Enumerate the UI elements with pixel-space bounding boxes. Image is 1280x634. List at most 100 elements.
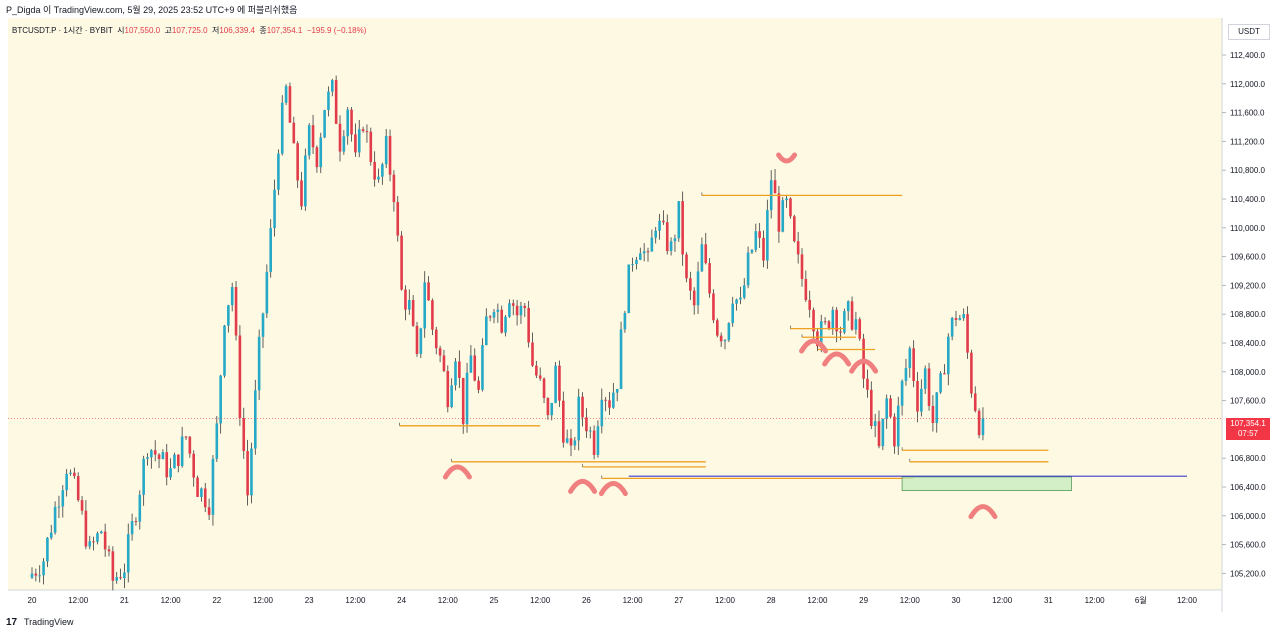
candle-body: [881, 418, 885, 447]
candle-body: [346, 109, 349, 137]
candle-body: [827, 321, 831, 329]
candle-body: [719, 335, 723, 342]
candle-body: [604, 399, 607, 401]
time-tick-label: 12:00: [161, 596, 182, 605]
low-value: 106,339.4: [219, 26, 255, 35]
price-tick-label: 106,000.0: [1230, 512, 1266, 521]
candle-body: [192, 453, 195, 478]
candle-body: [916, 381, 919, 412]
candle-body: [138, 494, 142, 522]
tradingview-brand[interactable]: TradingView: [24, 617, 74, 627]
price-tick-label: 108,800.0: [1230, 310, 1266, 319]
candle-body: [311, 125, 315, 148]
candle-body: [893, 416, 896, 447]
candle-body: [431, 300, 434, 330]
candle-body: [157, 454, 161, 460]
time-tick-label: 12:00: [345, 596, 366, 605]
highlight-marker: [799, 338, 829, 354]
candle-body: [912, 348, 915, 382]
support-zone: [901, 476, 1072, 492]
price-tick-label: 106,800.0: [1230, 454, 1266, 463]
annotations: [8, 152, 1222, 520]
candle-body: [461, 377, 465, 425]
candle-body: [288, 86, 292, 123]
candlestick-chart[interactable]: 112,400.0 112,000.0 111,600.0 111,200.0 110,…: [0, 18, 1280, 612]
candle-body: [735, 299, 738, 304]
candle-body: [377, 176, 380, 180]
time-tick-label: 12:00: [438, 596, 459, 605]
time-tick-label: 12:00: [715, 596, 736, 605]
candle-body: [481, 345, 484, 390]
candle-body: [477, 380, 480, 390]
candle-body: [438, 348, 442, 356]
candle-body: [369, 131, 373, 162]
candle-body: [446, 370, 450, 408]
price-tick-label: 109,200.0: [1230, 281, 1266, 290]
candle-body: [511, 303, 515, 306]
price-tick-label: 105,200.0: [1230, 569, 1266, 578]
candle-body: [800, 254, 804, 279]
candle-body: [96, 533, 99, 542]
candle-body: [966, 314, 969, 353]
candle-body: [230, 287, 234, 306]
close-label: 종: [259, 26, 267, 35]
candle-body: [250, 448, 253, 496]
time-tick-label: 12:00: [530, 596, 551, 605]
candle-body: [904, 368, 908, 381]
candle-body: [80, 500, 84, 511]
candle-body: [284, 86, 288, 103]
candle-body: [107, 549, 111, 552]
candle-body: [627, 264, 631, 313]
candle-body: [939, 373, 942, 393]
candle-body: [592, 430, 596, 455]
price-tick-label: 110,400.0: [1230, 195, 1266, 204]
candle-body: [331, 80, 334, 92]
price-tick-label: 105,600.0: [1230, 541, 1266, 550]
candle-body: [357, 129, 361, 153]
bar-countdown: 07:57: [1237, 429, 1259, 438]
candle-body: [619, 329, 623, 390]
price-tick-label: 106,400.0: [1230, 483, 1266, 492]
candle-body: [631, 264, 634, 266]
candle-body: [739, 297, 742, 300]
candle-body: [400, 235, 403, 290]
candle-body: [896, 405, 900, 447]
time-tick-label: 24: [397, 596, 406, 605]
price-tick-label: 110,000.0: [1230, 224, 1266, 233]
price-tick-label: 108,000.0: [1230, 368, 1266, 377]
time-tick-label: 21: [120, 596, 129, 605]
candle-body: [531, 342, 534, 366]
candle-body: [642, 251, 646, 254]
candle-body: [177, 454, 180, 467]
candle-body: [215, 423, 219, 459]
highlight-marker: [442, 464, 472, 480]
candle-body: [700, 244, 704, 272]
candle-body: [88, 541, 92, 547]
candle-body: [785, 198, 788, 201]
candle-body: [685, 254, 688, 279]
candle-body: [689, 278, 692, 291]
candle-body: [119, 577, 122, 579]
time-tick-label: 26: [582, 596, 591, 605]
candle-body: [434, 329, 438, 349]
tradingview-logo-icon[interactable]: 17: [6, 617, 18, 628]
price-tick-label: 112,000.0: [1230, 80, 1266, 89]
time-tick-label: 12:00: [900, 596, 921, 605]
candle-body: [673, 238, 677, 242]
candle-body: [142, 458, 145, 495]
candle-body: [30, 573, 34, 578]
time-tick-label: 28: [767, 596, 776, 605]
time-tick-label: 27: [674, 596, 683, 605]
current-price: 107,354.1: [1230, 419, 1266, 428]
publish-info: P_Digda 이 TradingView.com, 5월 29, 2025 2…: [6, 5, 298, 15]
price-tick-label: 112,400.0: [1230, 51, 1266, 60]
candle-body: [558, 365, 561, 401]
candle-body: [908, 348, 912, 369]
candle-body: [165, 452, 169, 478]
candle-body: [519, 305, 523, 316]
candle-body: [866, 378, 869, 390]
candle-body: [234, 287, 238, 336]
candle-body: [257, 336, 261, 391]
time-tick-label: 22: [212, 596, 221, 605]
currency-button[interactable]: USDT: [1228, 24, 1270, 40]
